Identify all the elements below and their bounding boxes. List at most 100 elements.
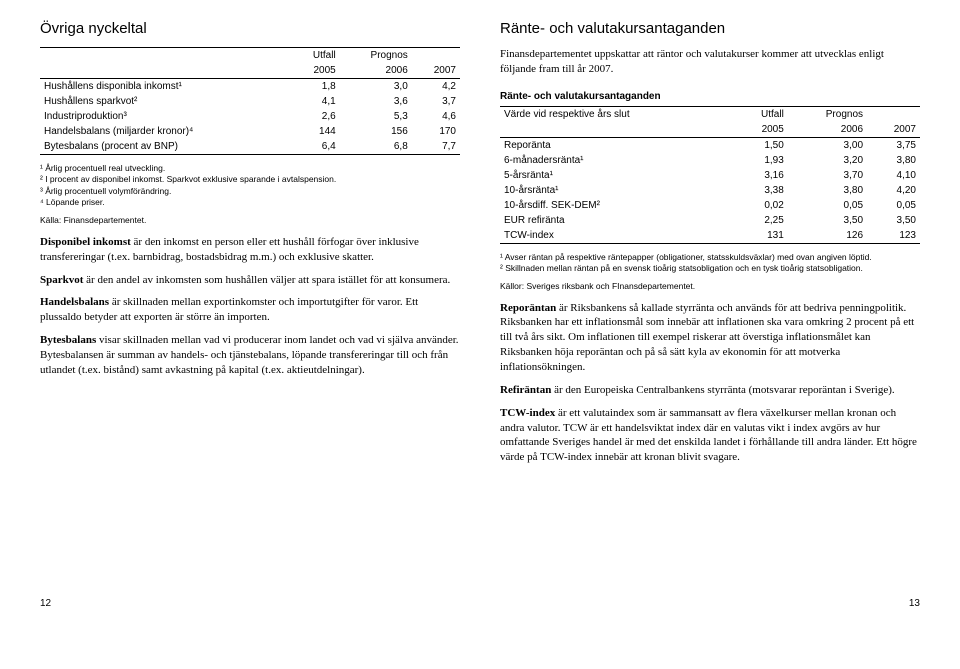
footnote: ² I procent av disponibel inkomst. Spark… bbox=[40, 174, 460, 185]
table-cell: 0,02 bbox=[734, 198, 788, 213]
body-paragraph: Refiräntan är den Europeiska Centralbank… bbox=[500, 383, 920, 398]
table-cell: 0,05 bbox=[788, 198, 867, 213]
table-cell: 10-årsdiff. SEK-DEM² bbox=[500, 198, 734, 213]
th bbox=[40, 48, 291, 64]
paragraph-lead: Refiräntan bbox=[500, 384, 551, 396]
paragraph-rest: är den Europeiska Centralbankens styrrän… bbox=[551, 384, 894, 396]
table-cell: 3,7 bbox=[412, 94, 460, 109]
table-row: Handelsbalans (miljarder kronor)⁴1441561… bbox=[40, 124, 460, 139]
table-cell: Bytesbalans (procent av BNP) bbox=[40, 139, 291, 155]
paragraph-rest: visar skillnaden mellan vad vi producera… bbox=[40, 334, 459, 376]
left-page-number: 12 bbox=[40, 598, 460, 609]
right-title: Ränte- och valutakursantaganden bbox=[500, 20, 920, 37]
body-paragraph: Sparkvot är den andel av inkomsten som h… bbox=[40, 273, 460, 288]
table-cell: Reporänta bbox=[500, 137, 734, 153]
page-spread: Övriga nyckeltal Utfall Prognos 2005 200… bbox=[0, 0, 960, 629]
paragraph-lead: Disponibel inkomst bbox=[40, 236, 131, 248]
table-cell: Industriproduktion³ bbox=[40, 109, 291, 124]
footnote: ² Skillnaden mellan räntan på en svensk … bbox=[500, 263, 920, 274]
table-cell: TCW-index bbox=[500, 228, 734, 244]
table-row: TCW-index131126123 bbox=[500, 228, 920, 244]
table-cell: 4,6 bbox=[412, 109, 460, 124]
table-cell: 3,6 bbox=[340, 94, 412, 109]
table-cell: 3,50 bbox=[788, 213, 867, 228]
table-row: Bytesbalans (procent av BNP)6,46,87,7 bbox=[40, 139, 460, 155]
table-cell: 2,25 bbox=[734, 213, 788, 228]
paragraph-lead: Bytesbalans bbox=[40, 334, 96, 346]
table-cell: 5-årsränta¹ bbox=[500, 168, 734, 183]
th: 2006 bbox=[340, 63, 412, 79]
table-cell: 1,8 bbox=[291, 79, 340, 95]
footnote: ³ Årlig procentuell volymförändring. bbox=[40, 186, 460, 197]
table-cell: 6,4 bbox=[291, 139, 340, 155]
table-cell: 131 bbox=[734, 228, 788, 244]
th: Prognos bbox=[788, 106, 867, 122]
table-cell: 3,38 bbox=[734, 183, 788, 198]
table-row: Hushållens disponibla inkomst¹1,83,04,2 bbox=[40, 79, 460, 95]
table-cell: Handelsbalans (miljarder kronor)⁴ bbox=[40, 124, 291, 139]
th: Utfall bbox=[291, 48, 340, 64]
th bbox=[500, 122, 734, 138]
table-cell: 170 bbox=[412, 124, 460, 139]
th: Utfall bbox=[734, 106, 788, 122]
th bbox=[867, 106, 920, 122]
th: 2005 bbox=[291, 63, 340, 79]
th: 2006 bbox=[788, 122, 867, 138]
right-subhead: Ränte- och valutakursantaganden bbox=[500, 91, 920, 102]
footnote: ¹ Årlig procentuell real utveckling. bbox=[40, 163, 460, 174]
table-cell: Hushållens disponibla inkomst¹ bbox=[40, 79, 291, 95]
table-cell: 3,75 bbox=[867, 137, 920, 153]
table-cell: 2,6 bbox=[291, 109, 340, 124]
table-cell: 7,7 bbox=[412, 139, 460, 155]
left-page: Övriga nyckeltal Utfall Prognos 2005 200… bbox=[40, 20, 460, 609]
left-footnotes: ¹ Årlig procentuell real utveckling.² I … bbox=[40, 163, 460, 209]
table-cell: 6,8 bbox=[340, 139, 412, 155]
table-cell: 5,3 bbox=[340, 109, 412, 124]
right-table-body: Reporänta1,503,003,756-månadersränta¹1,9… bbox=[500, 137, 920, 243]
table-cell: 3,20 bbox=[788, 153, 867, 168]
table-cell: 6-månadersränta¹ bbox=[500, 153, 734, 168]
paragraph-lead: Handelsbalans bbox=[40, 296, 109, 308]
left-paragraphs: Disponibel inkomst är den inkomst en per… bbox=[40, 235, 460, 386]
table-row: Industriproduktion³2,65,34,6 bbox=[40, 109, 460, 124]
table-row: 5-årsränta¹3,163,704,10 bbox=[500, 168, 920, 183]
body-paragraph: TCW-index är ett valutaindex som är samm… bbox=[500, 406, 920, 465]
table-cell: 3,0 bbox=[340, 79, 412, 95]
table-cell: 3,16 bbox=[734, 168, 788, 183]
table-cell: Hushållens sparkvot² bbox=[40, 94, 291, 109]
th: 2007 bbox=[867, 122, 920, 138]
left-title: Övriga nyckeltal bbox=[40, 20, 460, 37]
table-cell: 3,70 bbox=[788, 168, 867, 183]
table-row: Reporänta1,503,003,75 bbox=[500, 137, 920, 153]
th: Prognos bbox=[340, 48, 412, 64]
footnote: ⁴ Löpande priser. bbox=[40, 197, 460, 208]
table-cell: 3,00 bbox=[788, 137, 867, 153]
th bbox=[40, 63, 291, 79]
table-cell: 126 bbox=[788, 228, 867, 244]
table-cell: 1,93 bbox=[734, 153, 788, 168]
table-cell: 0,05 bbox=[867, 198, 920, 213]
table-cell: 144 bbox=[291, 124, 340, 139]
table-cell: 3,80 bbox=[788, 183, 867, 198]
table-cell: 3,80 bbox=[867, 153, 920, 168]
table-row: 10-årsränta¹3,383,804,20 bbox=[500, 183, 920, 198]
right-page: Ränte- och valutakursantaganden Finansde… bbox=[500, 20, 920, 609]
table-cell: EUR refiränta bbox=[500, 213, 734, 228]
th bbox=[412, 48, 460, 64]
th: Värde vid respektive års slut bbox=[500, 106, 734, 122]
th: 2005 bbox=[734, 122, 788, 138]
th: 2007 bbox=[412, 63, 460, 79]
right-source: Källor: Sveriges riksbank och FInansdepa… bbox=[500, 281, 920, 291]
paragraph-rest: är Riksbankens så kallade styrränta och … bbox=[500, 302, 914, 373]
paragraph-lead: Reporäntan bbox=[500, 302, 556, 314]
table-cell: 4,20 bbox=[867, 183, 920, 198]
table-cell: 1,50 bbox=[734, 137, 788, 153]
paragraph-rest: är den andel av inkomsten som hushållen … bbox=[83, 274, 450, 286]
table-row: EUR refiränta2,253,503,50 bbox=[500, 213, 920, 228]
table-cell: 4,1 bbox=[291, 94, 340, 109]
paragraph-rest: är ett valutaindex som är sammansatt av … bbox=[500, 407, 917, 464]
left-table-body: Hushållens disponibla inkomst¹1,83,04,2H… bbox=[40, 79, 460, 155]
table-cell: 4,10 bbox=[867, 168, 920, 183]
table-cell: 156 bbox=[340, 124, 412, 139]
right-intro: Finansdepartementet uppskattar att ränto… bbox=[500, 47, 920, 77]
